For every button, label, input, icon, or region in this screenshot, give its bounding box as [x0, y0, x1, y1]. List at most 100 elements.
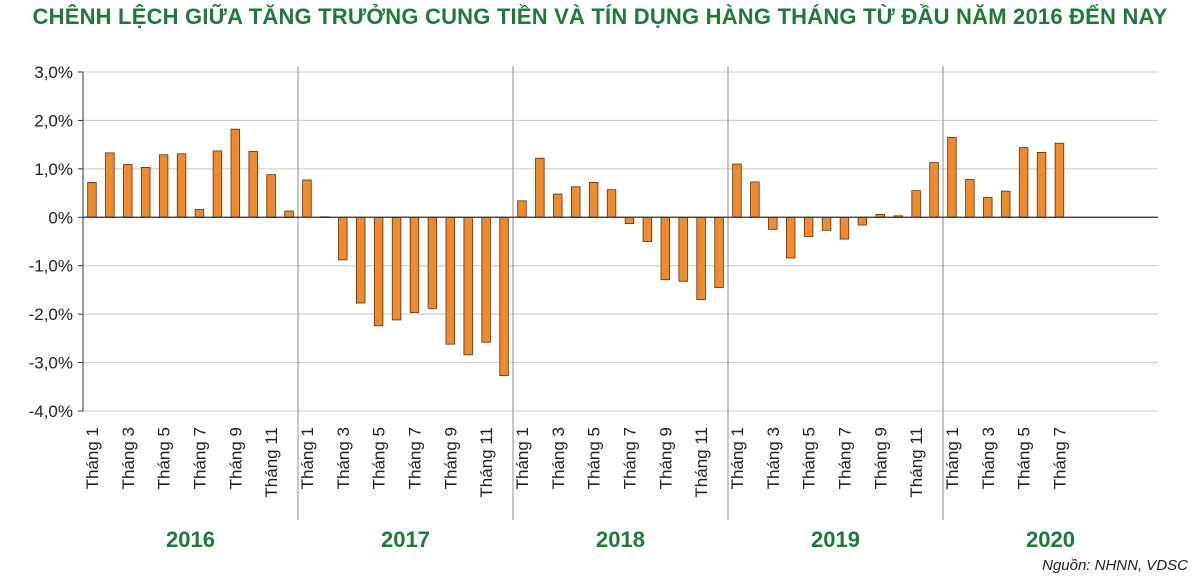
bar [481, 216, 491, 343]
x-tick-label: Tháng 5 [155, 427, 174, 489]
bar [696, 216, 706, 301]
x-tick-label: Tháng 7 [620, 427, 639, 489]
x-tick-label: Tháng 1 [943, 427, 962, 489]
year-label: 2018 [596, 527, 645, 552]
x-tick-label: Tháng 3 [764, 427, 783, 489]
x-tick-label: Tháng 9 [441, 427, 460, 489]
bar [463, 216, 473, 356]
bar [857, 216, 868, 226]
x-tick-label: Tháng 5 [370, 427, 389, 489]
bar [1036, 151, 1047, 218]
bar [123, 164, 133, 218]
bar [141, 167, 151, 218]
bar [821, 216, 832, 231]
x-tick-label: Tháng 9 [871, 427, 890, 489]
bar [427, 216, 438, 309]
bar [839, 216, 850, 240]
bar [929, 162, 939, 218]
gridlines [83, 71, 1158, 412]
bar [338, 216, 348, 261]
x-tick-label: Tháng 9 [226, 427, 245, 489]
chart-title: CHÊNH LỆCH GIỮA TĂNG TRƯỞNG CUNG TIỀN VÀ… [32, 4, 1168, 29]
bar [588, 182, 599, 218]
year-separators [297, 66, 944, 520]
bar [642, 216, 653, 242]
bar [911, 190, 921, 218]
bar [230, 128, 240, 218]
bar [983, 197, 993, 218]
x-tick-label: Tháng 9 [656, 427, 675, 489]
bar [732, 163, 742, 218]
x-tick-label: Tháng 7 [190, 427, 209, 489]
bar [535, 157, 545, 218]
bars [87, 128, 1065, 377]
bar [302, 179, 312, 218]
x-tick-label: Tháng 1 [298, 427, 317, 489]
x-tick-label: Tháng 5 [800, 427, 819, 489]
x-tick-label: Tháng 3 [979, 427, 998, 489]
bar [212, 150, 223, 218]
bar [947, 136, 957, 218]
x-tick-label: Tháng 3 [334, 427, 353, 489]
y-tick-label: 2,0% [34, 111, 73, 130]
x-tick-label: Tháng 5 [585, 427, 604, 489]
y-tick-label: -4,0% [29, 402, 73, 421]
x-tick-label: Tháng 1 [83, 427, 102, 489]
x-tick-label: Tháng 7 [1050, 427, 1069, 489]
y-tick-label: 1,0% [34, 160, 73, 179]
bar [768, 216, 778, 230]
bar [660, 216, 670, 281]
bar [571, 186, 581, 218]
bar [553, 193, 563, 218]
y-tick-label: 3,0% [34, 63, 73, 82]
bar [373, 216, 384, 327]
x-tick-label: Tháng 3 [549, 427, 568, 489]
bar [158, 154, 169, 218]
y-tick-label: -1,0% [29, 257, 73, 276]
bar [965, 179, 975, 218]
bar [786, 216, 796, 259]
x-tick-label: Tháng 1 [513, 427, 532, 489]
labels: 3,0% 2,0% 1,0% 0% -1,0% -2,0% -3,0% -4,0% Tháng … [29, 63, 1075, 552]
axes [78, 71, 1158, 412]
bar [356, 216, 366, 304]
bar [1001, 190, 1011, 218]
y-tick-label: -3,0% [29, 354, 73, 373]
x-tick-label: Tháng 11 [262, 427, 281, 498]
bar [391, 216, 402, 321]
x-tick-label: Tháng 3 [119, 427, 138, 489]
x-tick-label: Tháng 11 [907, 427, 926, 498]
year-label: 2017 [381, 527, 430, 552]
x-tick-label: Tháng 11 [477, 427, 496, 498]
x-tick-label: Tháng 7 [835, 427, 854, 489]
bar [1018, 147, 1029, 218]
bar [624, 216, 635, 224]
bar [445, 216, 455, 345]
x-tick-label: Tháng 7 [405, 427, 424, 489]
x-tick-label: Tháng 11 [692, 427, 711, 498]
bar [105, 152, 115, 218]
bar [194, 209, 205, 218]
year-label: 2019 [811, 527, 860, 552]
bar [266, 174, 276, 218]
x-tick-label: Tháng 5 [1015, 427, 1034, 489]
bar [606, 189, 617, 218]
x-tick-label: Tháng 1 [728, 427, 747, 489]
bar [517, 200, 527, 218]
bar [499, 216, 509, 377]
bar [678, 216, 688, 282]
bar [714, 216, 724, 288]
bar [750, 181, 760, 218]
bar [803, 216, 814, 238]
year-label: 2016 [166, 527, 215, 552]
bar [248, 151, 258, 218]
y-tick-label: -2,0% [29, 305, 73, 324]
bar [284, 210, 294, 218]
bar [176, 153, 187, 218]
source-note: Nguồn: NHNN, VDSC [1042, 557, 1188, 574]
bar [409, 216, 420, 314]
y-tick-label: 0% [48, 208, 73, 227]
bar [1054, 142, 1065, 218]
year-label: 2020 [1026, 527, 1075, 552]
